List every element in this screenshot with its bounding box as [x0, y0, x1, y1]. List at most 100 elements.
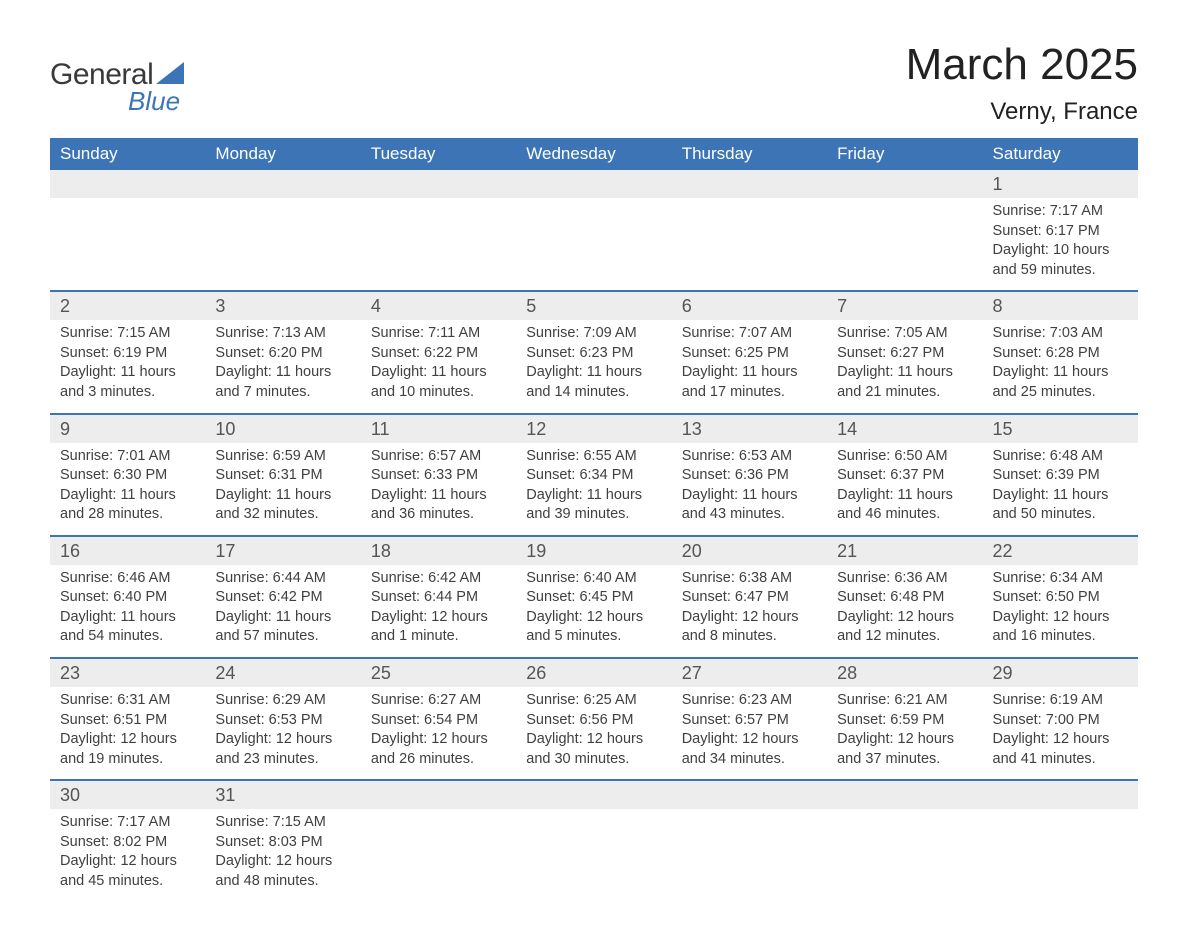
calendar-daynum-cell: 31 [205, 780, 360, 809]
sunset-text: Sunset: 8:02 PM [60, 833, 195, 853]
calendar-details-cell: Sunrise: 7:17 AMSunset: 8:02 PMDaylight:… [50, 809, 205, 901]
day-number: 17 [205, 537, 360, 565]
calendar-details-cell [516, 198, 671, 291]
sunrise-text: Sunrise: 6:19 AM [993, 691, 1128, 711]
sunrise-text: Sunrise: 7:15 AM [215, 813, 350, 833]
calendar-details-cell: Sunrise: 7:13 AMSunset: 6:20 PMDaylight:… [205, 320, 360, 413]
day-number [672, 781, 827, 809]
calendar-details-cell: Sunrise: 7:05 AMSunset: 6:27 PMDaylight:… [827, 320, 982, 413]
daylight-text: Daylight: 11 hours and 54 minutes. [60, 608, 195, 647]
day-details [205, 198, 360, 268]
calendar-details-cell: Sunrise: 6:19 AMSunset: 7:00 PMDaylight:… [983, 687, 1138, 780]
calendar-details-cell [361, 198, 516, 291]
daylight-text: Daylight: 12 hours and 26 minutes. [371, 730, 506, 769]
sunrise-text: Sunrise: 7:17 AM [993, 202, 1128, 222]
daylight-text: Daylight: 11 hours and 32 minutes. [215, 486, 350, 525]
calendar-daynum-cell: 3 [205, 291, 360, 320]
day-details: Sunrise: 6:42 AMSunset: 6:44 PMDaylight:… [361, 565, 516, 657]
calendar-daynum-cell [205, 170, 360, 198]
sunset-text: Sunset: 6:47 PM [682, 588, 817, 608]
calendar-details-cell: Sunrise: 6:50 AMSunset: 6:37 PMDaylight:… [827, 443, 982, 536]
calendar-details-row: Sunrise: 6:31 AMSunset: 6:51 PMDaylight:… [50, 687, 1138, 780]
day-details: Sunrise: 6:57 AMSunset: 6:33 PMDaylight:… [361, 443, 516, 535]
day-details: Sunrise: 6:21 AMSunset: 6:59 PMDaylight:… [827, 687, 982, 779]
calendar-daynum-row: 3031 [50, 780, 1138, 809]
calendar-details-row: Sunrise: 7:17 AMSunset: 6:17 PMDaylight:… [50, 198, 1138, 291]
day-number: 31 [205, 781, 360, 809]
day-details [516, 198, 671, 268]
location-label: Verny, France [906, 98, 1138, 126]
calendar-details-cell: Sunrise: 7:15 AMSunset: 8:03 PMDaylight:… [205, 809, 360, 901]
daylight-text: Daylight: 11 hours and 36 minutes. [371, 486, 506, 525]
calendar-details-cell [827, 198, 982, 291]
calendar-daynum-cell: 1 [983, 170, 1138, 198]
sunset-text: Sunset: 7:00 PM [993, 711, 1128, 731]
day-details [50, 198, 205, 268]
sunrise-text: Sunrise: 6:48 AM [993, 447, 1128, 467]
sunrise-text: Sunrise: 6:27 AM [371, 691, 506, 711]
calendar-details-cell [205, 198, 360, 291]
day-number: 22 [983, 537, 1138, 565]
day-number: 7 [827, 292, 982, 320]
day-details: Sunrise: 7:07 AMSunset: 6:25 PMDaylight:… [672, 320, 827, 412]
calendar-daynum-cell: 19 [516, 536, 671, 565]
day-number: 29 [983, 659, 1138, 687]
day-details: Sunrise: 6:59 AMSunset: 6:31 PMDaylight:… [205, 443, 360, 535]
calendar-details-cell: Sunrise: 7:09 AMSunset: 6:23 PMDaylight:… [516, 320, 671, 413]
calendar-daynum-cell: 22 [983, 536, 1138, 565]
sunset-text: Sunset: 6:36 PM [682, 466, 817, 486]
day-details: Sunrise: 7:03 AMSunset: 6:28 PMDaylight:… [983, 320, 1138, 412]
sunrise-text: Sunrise: 6:31 AM [60, 691, 195, 711]
calendar-daynum-row: 2345678 [50, 291, 1138, 320]
day-number: 28 [827, 659, 982, 687]
calendar-details-cell: Sunrise: 6:42 AMSunset: 6:44 PMDaylight:… [361, 565, 516, 658]
sunset-text: Sunset: 6:33 PM [371, 466, 506, 486]
day-details: Sunrise: 7:17 AMSunset: 6:17 PMDaylight:… [983, 198, 1138, 290]
calendar-details-cell: Sunrise: 7:07 AMSunset: 6:25 PMDaylight:… [672, 320, 827, 413]
calendar-daynum-row: 1 [50, 170, 1138, 198]
calendar-daynum-cell: 4 [361, 291, 516, 320]
calendar-details-cell: Sunrise: 6:57 AMSunset: 6:33 PMDaylight:… [361, 443, 516, 536]
daylight-text: Daylight: 12 hours and 48 minutes. [215, 852, 350, 891]
day-details: Sunrise: 6:53 AMSunset: 6:36 PMDaylight:… [672, 443, 827, 535]
sunset-text: Sunset: 6:25 PM [682, 344, 817, 364]
day-number: 3 [205, 292, 360, 320]
sunrise-text: Sunrise: 6:44 AM [215, 569, 350, 589]
day-details [827, 198, 982, 268]
weekday-header: Thursday [672, 138, 827, 170]
day-number: 1 [983, 170, 1138, 198]
weekday-header: Monday [205, 138, 360, 170]
sunrise-text: Sunrise: 7:09 AM [526, 324, 661, 344]
sunrise-text: Sunrise: 6:40 AM [526, 569, 661, 589]
calendar-details-cell: Sunrise: 6:27 AMSunset: 6:54 PMDaylight:… [361, 687, 516, 780]
sunset-text: Sunset: 6:54 PM [371, 711, 506, 731]
day-number: 16 [50, 537, 205, 565]
day-details: Sunrise: 7:11 AMSunset: 6:22 PMDaylight:… [361, 320, 516, 412]
daylight-text: Daylight: 11 hours and 50 minutes. [993, 486, 1128, 525]
day-number [516, 781, 671, 809]
day-details: Sunrise: 7:05 AMSunset: 6:27 PMDaylight:… [827, 320, 982, 412]
sunrise-text: Sunrise: 6:34 AM [993, 569, 1128, 589]
sunset-text: Sunset: 6:20 PM [215, 344, 350, 364]
sunrise-text: Sunrise: 6:42 AM [371, 569, 506, 589]
daylight-text: Daylight: 12 hours and 19 minutes. [60, 730, 195, 769]
sunset-text: Sunset: 6:51 PM [60, 711, 195, 731]
calendar-daynum-cell: 8 [983, 291, 1138, 320]
title-block: March 2025 Verny, France [906, 40, 1138, 126]
day-number: 13 [672, 415, 827, 443]
day-details: Sunrise: 6:46 AMSunset: 6:40 PMDaylight:… [50, 565, 205, 657]
sunset-text: Sunset: 6:17 PM [993, 222, 1128, 242]
day-details: Sunrise: 6:55 AMSunset: 6:34 PMDaylight:… [516, 443, 671, 535]
calendar-daynum-row: 9101112131415 [50, 414, 1138, 443]
calendar-details-cell [516, 809, 671, 901]
sunset-text: Sunset: 6:34 PM [526, 466, 661, 486]
calendar-details-cell [50, 198, 205, 291]
day-number [827, 170, 982, 198]
day-number [983, 781, 1138, 809]
day-details [827, 809, 982, 879]
daylight-text: Daylight: 12 hours and 37 minutes. [837, 730, 972, 769]
calendar-details-cell: Sunrise: 6:55 AMSunset: 6:34 PMDaylight:… [516, 443, 671, 536]
sunset-text: Sunset: 6:40 PM [60, 588, 195, 608]
daylight-text: Daylight: 12 hours and 23 minutes. [215, 730, 350, 769]
day-number: 20 [672, 537, 827, 565]
